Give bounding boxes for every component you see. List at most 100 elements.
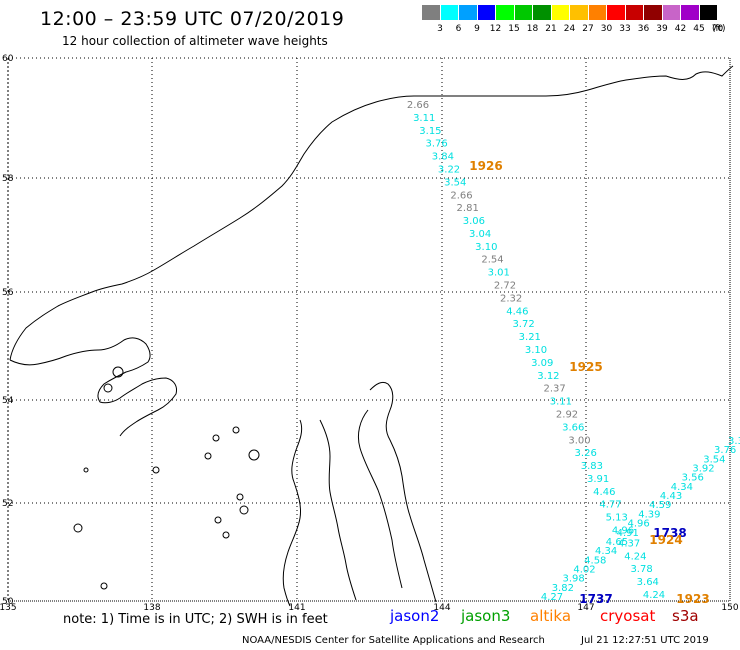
scale-swatch: [551, 5, 570, 20]
scale-label: 21: [545, 24, 557, 34]
scale-swatch: [514, 5, 533, 20]
scale-swatch: [496, 5, 515, 20]
island: [152, 466, 160, 474]
swh-value: 3.54: [444, 177, 466, 188]
swh-value: 4.24: [624, 551, 646, 562]
scale-swatch: [477, 5, 496, 20]
island: [222, 531, 230, 539]
scale-unit: (ft): [712, 24, 726, 34]
scale-label: 18: [526, 24, 539, 34]
island: [214, 516, 222, 524]
map-border: [7, 57, 731, 602]
scale-label: 30: [600, 24, 613, 34]
swh-value: 2.66: [450, 190, 472, 201]
scale-swatch: [681, 5, 700, 20]
lon-label: 138: [143, 603, 160, 613]
longitude-labels: 135 138 141 144 147 150: [0, 603, 739, 613]
scale-label: 9: [474, 24, 480, 34]
satellite-track-2: 4.273.823.984.024.584.344.654.914.964.39…: [541, 436, 740, 603]
swh-value: 3.56: [682, 473, 704, 484]
legend-jason2: jason2: [390, 607, 440, 625]
swh-value: 3.82: [552, 583, 574, 594]
lat-label: 50: [2, 597, 14, 607]
swh-value: 2.66: [407, 100, 429, 111]
track-time-label: 1926: [469, 159, 502, 173]
island: [112, 366, 124, 378]
scale-label: 6: [455, 24, 462, 34]
track-time-label: 1737: [579, 592, 612, 606]
scale-label: 33: [619, 24, 631, 34]
swh-value: 4.43: [660, 491, 682, 502]
scale-label: 15: [508, 24, 520, 34]
scale-label: 39: [656, 24, 668, 34]
swh-value: 2.92: [556, 409, 578, 420]
scale-label: 70: [711, 24, 724, 34]
island: [83, 467, 89, 473]
swh-value: 3.98: [563, 574, 585, 585]
swh-value: 3.3: [728, 436, 740, 447]
scale-swatch: [699, 5, 718, 20]
swh-value: 4.65: [606, 537, 628, 548]
satellite-track-1: 2.66 3.11 3.15 3.76 3.843.22 3.54 2.66 2.81 3.06…: [407, 100, 665, 601]
track-time-label: 1923: [676, 592, 709, 606]
island: [73, 523, 83, 533]
lon-label: 150: [721, 603, 738, 613]
track-time-label: 1924: [649, 533, 682, 547]
island: [100, 582, 108, 590]
track-time-label: 1738: [653, 526, 686, 540]
island-fragments: [73, 366, 260, 590]
lat-label: 54: [2, 396, 14, 406]
coastline-north: [9, 65, 734, 361]
swh-value: 3.72: [512, 319, 534, 330]
scale-label: 42: [674, 24, 687, 34]
swh-value: 3.01: [488, 268, 510, 279]
scale-swatch: [533, 5, 552, 20]
swh-value: 3.21: [519, 332, 541, 343]
scale-label: 45: [693, 24, 705, 34]
swh-value: 4.59: [649, 500, 671, 511]
footer-credit: NOAA/NESDIS Center for Satellite Applica…: [242, 635, 545, 646]
swh-value: 3.15: [419, 126, 441, 137]
swh-value: 2.37: [543, 384, 565, 395]
island: [236, 493, 244, 501]
lon-label: 144: [433, 603, 450, 613]
swh-value: 4.24: [643, 590, 665, 601]
island: [103, 383, 113, 393]
scale-swatch: [625, 5, 644, 20]
legend-altika: altika: [530, 607, 572, 625]
map-title: 12:00 – 23:59 UTC 07/20/2019: [40, 8, 345, 30]
scale-swatch: [644, 5, 663, 20]
legend-cryosat: cryosat: [600, 607, 656, 625]
island: [212, 434, 220, 442]
sakhalin-and-mainland: [282, 381, 437, 607]
map-subtitle: 12 hour collection of altimeter wave hei…: [62, 34, 328, 48]
scale-label: 24: [563, 24, 576, 34]
lat-label: 60: [2, 54, 14, 64]
swh-value: 4.58: [584, 555, 606, 566]
swh-value: 3.09: [531, 358, 553, 369]
scale-swatch: [459, 5, 478, 20]
graticule: [7, 57, 731, 602]
lon-label: 141: [288, 603, 305, 613]
swh-value: 3.76: [425, 139, 447, 150]
island: [248, 449, 260, 461]
lat-label: 58: [2, 174, 14, 184]
scale-swatch: [570, 5, 589, 20]
footer-timestamp: Jul 21 12:27:51 UTC 2019: [581, 635, 709, 646]
island: [204, 452, 212, 460]
swh-value: 4.96: [627, 519, 649, 530]
track-time-label: 1925: [569, 360, 602, 374]
swh-value: 3.91: [587, 474, 609, 485]
swh-value: 3.78: [630, 564, 652, 575]
swh-value: 3.11: [550, 397, 572, 408]
swh-value: 3.66: [562, 422, 584, 433]
lon-label: 135: [0, 603, 17, 613]
scale-swatch: [662, 5, 681, 20]
coastline: [9, 65, 734, 607]
legend-jason3: jason3: [461, 607, 511, 625]
island: [239, 505, 249, 515]
swh-value: 4.91: [617, 528, 639, 539]
swh-value: 3.10: [525, 345, 547, 356]
lon-label: 147: [577, 603, 594, 613]
